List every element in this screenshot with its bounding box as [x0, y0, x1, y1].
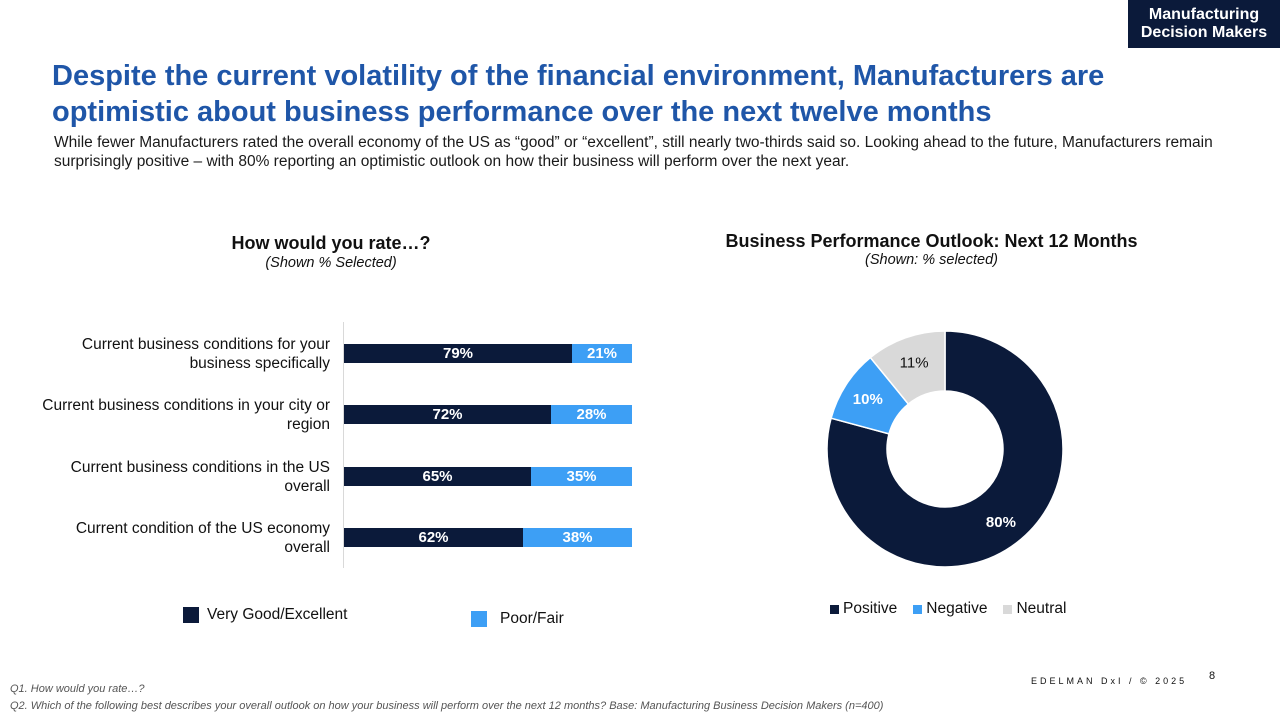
- footnote-q2: Q2. Which of the following best describe…: [10, 700, 884, 712]
- donut-slice-positive: [826, 330, 1064, 568]
- legend-swatch-dark: [183, 607, 199, 623]
- bar-segment-poor-fair: 28%: [551, 405, 632, 424]
- bar-category-label: Current business conditions in the US ov…: [70, 459, 330, 495]
- footnote-q1: Q1. How would you rate…?: [10, 683, 145, 695]
- bar-data-label: 79%: [442, 345, 474, 362]
- bar-category-label: Current business conditions for your bus…: [81, 336, 330, 372]
- donut-legend-positive: Positive: [830, 600, 897, 618]
- bar-chart-title: How would you rate…?: [231, 233, 431, 253]
- legend-label-very-good: Very Good/Excellent: [207, 606, 348, 623]
- donut-slice-neutral: [869, 330, 946, 406]
- badge-line-2: Decision Makers: [1140, 24, 1268, 41]
- audience-badge: Manufacturing Decision Makers: [1128, 0, 1280, 48]
- badge-line-1: Manufacturing: [1148, 6, 1260, 23]
- bar-data-label: 65%: [422, 468, 453, 485]
- donut-chart-subtitle: (Shown: % selected): [865, 252, 998, 268]
- footer-brand: EDELMAN DxI / © 2025: [1031, 676, 1188, 686]
- bar-data-label: 62%: [418, 529, 449, 546]
- bar-segment-very-good: 72%: [344, 405, 551, 424]
- bar-axis-line: [343, 322, 344, 568]
- donut-data-label: 10%: [853, 391, 883, 408]
- bar-data-label: 35%: [566, 468, 597, 485]
- donut-legend-negative: Negative: [913, 600, 987, 618]
- donut-legend: Positive Negative Neutral: [830, 600, 1082, 618]
- legend-poor-fair: Poor/Fair: [471, 610, 564, 628]
- donut-legend-neutral: Neutral: [1003, 600, 1066, 618]
- donut-data-label: 11%: [900, 354, 929, 371]
- page-title: Despite the current volatility of the fi…: [52, 60, 1105, 128]
- donut-slice-negative: [830, 356, 910, 435]
- bar-data-label: 28%: [576, 406, 607, 423]
- bar-data-label: 21%: [586, 345, 618, 362]
- legend-label-poor-fair: Poor/Fair: [500, 610, 564, 627]
- bar-segment-very-good: 79%: [344, 344, 572, 363]
- bar-segment-poor-fair: 35%: [531, 467, 632, 486]
- page-number: 8: [1209, 670, 1216, 682]
- bar-segment-poor-fair: 38%: [523, 528, 632, 547]
- bar-chart-subtitle: (Shown % Selected): [265, 255, 397, 271]
- bar-data-label: 72%: [432, 406, 463, 423]
- legend-very-good: Very Good/Excellent: [183, 606, 347, 624]
- bar-data-label: 38%: [562, 529, 593, 546]
- bar-segment-poor-fair: 21%: [572, 344, 632, 363]
- donut-data-label: 80%: [986, 514, 1016, 531]
- bar-segment-very-good: 62%: [344, 528, 523, 547]
- page-subtitle: While fewer Manufacturers rated the over…: [54, 134, 1213, 170]
- bar-category-label: Current condition of the US economy over…: [75, 520, 330, 556]
- legend-swatch-light: [471, 611, 487, 627]
- donut-chart-title: Business Performance Outlook: Next 12 Mo…: [725, 231, 1138, 251]
- bar-segment-very-good: 65%: [344, 467, 531, 486]
- bar-category-label: Current business conditions in your city…: [42, 397, 330, 433]
